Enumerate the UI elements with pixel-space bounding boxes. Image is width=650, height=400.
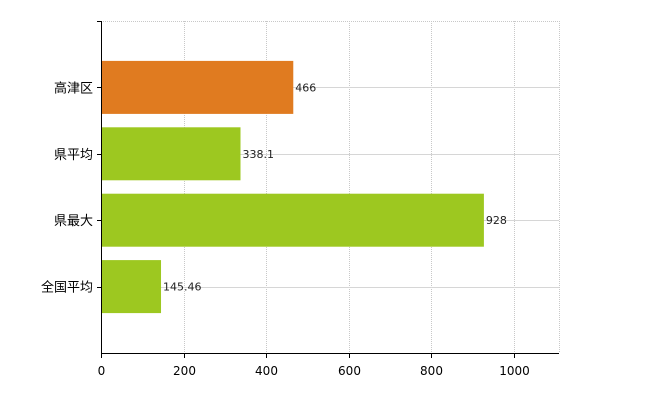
- bar: [101, 260, 162, 314]
- data-label: 466: [295, 81, 316, 94]
- labels-layer: 466 高津区 338.1 県平均 928 県最大 145.46 全国平均 0 200 400 600…: [41, 80, 530, 378]
- axes-layer: [97, 21, 559, 358]
- x-tick-label: 600: [338, 364, 361, 378]
- category-label: 県平均: [54, 148, 93, 163]
- category-label: 県最大: [54, 214, 93, 229]
- grid-layer: [101, 21, 560, 353]
- bar: [101, 127, 241, 181]
- data-label: 145.46: [163, 281, 202, 294]
- bar: [101, 193, 484, 247]
- x-tick-label: 200: [173, 364, 196, 378]
- x-tick-label: 0: [98, 364, 106, 378]
- x-tick-label: 1000: [499, 364, 530, 378]
- category-label: 全国平均: [41, 280, 93, 296]
- data-label: 338.1: [243, 148, 275, 161]
- bar: [101, 60, 294, 114]
- category-label: 高津区: [54, 80, 93, 96]
- x-tick-label: 400: [255, 364, 278, 378]
- data-label: 928: [486, 214, 507, 227]
- x-tick-label: 800: [420, 364, 443, 378]
- bars-layer: [101, 60, 484, 314]
